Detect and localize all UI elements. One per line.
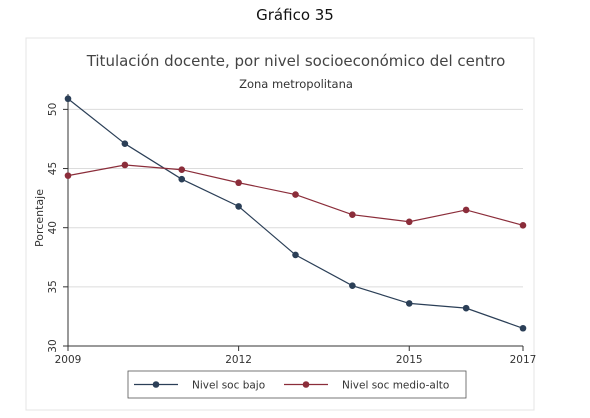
x-tick-label: 2017 [510,354,537,366]
chart-subtitle: Zona metropolitana [239,77,353,91]
series-2-point [178,166,186,174]
series-1-point [121,140,129,147]
series-2-point [235,179,242,187]
legend-marker-2 [302,381,310,388]
series-1-point [519,324,527,332]
y-axis-label: Porcentaje [33,189,46,247]
series-1-point [292,251,299,259]
y-tick-label: 50 [47,103,59,116]
y-tick-label: 35 [47,280,59,293]
series-2-point [349,211,356,218]
y-tick-label: 30 [47,339,59,352]
x-tick-label: 2015 [396,354,423,366]
series-1-point [64,95,72,103]
series-1-point [178,175,186,183]
y-tick-label: 45 [47,162,59,175]
series-2-point [292,191,299,198]
series-2-point [519,222,527,229]
y-tick-label: 40 [47,221,59,234]
legend-marker-1 [152,381,160,388]
series-2-point [405,218,413,226]
chart-title: Titulación docente, por nivel socioeconó… [86,52,506,70]
series-2-point [462,206,470,214]
figure-caption: Gráfico 35 [256,6,334,24]
series-2-point [64,172,72,179]
chart-frame [25,37,535,411]
legend-label-1: Nivel soc bajo [192,380,265,392]
series-1-point [235,203,242,210]
x-tick-label: 2009 [55,354,82,366]
legend-label-2: Nivel soc medio-alto [342,380,449,392]
series-1-point [405,300,413,307]
series-2-point [121,161,129,169]
series-1-point [462,304,470,312]
series-1-point [349,282,356,289]
x-tick-label: 2012 [225,354,252,366]
